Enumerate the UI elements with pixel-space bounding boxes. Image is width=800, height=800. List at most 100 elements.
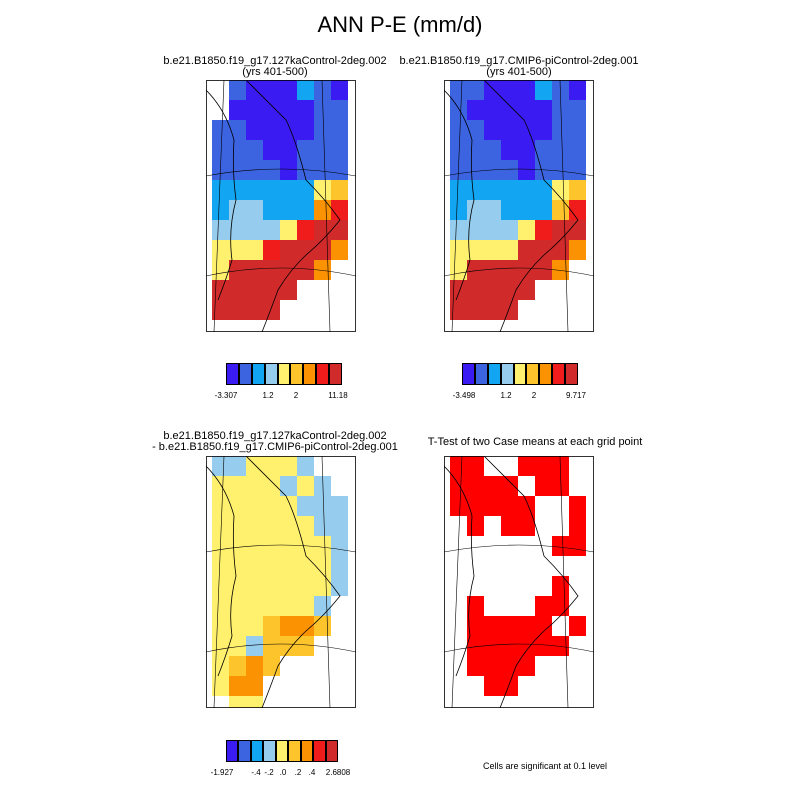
grid-cell bbox=[535, 80, 552, 100]
grid-cell bbox=[229, 180, 246, 200]
grid-cell bbox=[535, 120, 552, 140]
colorbar-swatch bbox=[316, 363, 330, 385]
grid-cell bbox=[314, 160, 331, 180]
grid-cell bbox=[263, 536, 280, 556]
grid-cell bbox=[467, 160, 484, 180]
colorbar-swatch bbox=[263, 740, 276, 762]
grid-cell bbox=[331, 80, 348, 100]
grid-cell bbox=[229, 556, 246, 576]
panel2-title: b.e21.B1850.f19_g17.CMIP6-piControl-2deg… bbox=[384, 56, 654, 78]
grid-cell bbox=[229, 616, 246, 636]
grid-cell bbox=[246, 120, 263, 140]
grid-cell bbox=[314, 476, 331, 496]
grid-cell bbox=[229, 240, 246, 260]
grid-cell bbox=[331, 160, 348, 180]
cb1-label-a: 1.2 bbox=[262, 391, 274, 400]
grid-cell bbox=[229, 696, 246, 708]
colorbar-swatch bbox=[250, 740, 264, 762]
significant-cell bbox=[467, 636, 484, 656]
grid-cell bbox=[263, 596, 280, 616]
grid-cell bbox=[331, 536, 348, 556]
cb2-label-a: 1.2 bbox=[500, 391, 512, 400]
grid-cell bbox=[569, 200, 586, 220]
grid-cell bbox=[246, 260, 263, 280]
map-frame bbox=[206, 456, 356, 708]
grid-cell bbox=[331, 240, 348, 260]
grid-cell bbox=[246, 476, 263, 496]
panel2-colorbar-labels: -3.498 1.2 2 9.717 bbox=[444, 391, 604, 403]
grid-cell bbox=[535, 240, 552, 260]
grid-cell bbox=[212, 220, 229, 240]
cb3-label-5: .4 bbox=[308, 768, 316, 777]
grid-cell bbox=[280, 536, 297, 556]
grid-cell bbox=[331, 220, 348, 240]
grid-cell bbox=[501, 200, 518, 220]
grid-cell bbox=[263, 80, 280, 100]
grid-cell bbox=[212, 140, 229, 160]
grid-cell bbox=[501, 120, 518, 140]
grid-cell bbox=[331, 576, 348, 596]
page-title: ANN P-E (mm/d) bbox=[317, 12, 483, 37]
significant-cell bbox=[484, 496, 501, 516]
grid-cell bbox=[484, 300, 501, 320]
grid-cell bbox=[246, 696, 263, 708]
cb1-label-max: 11.18 bbox=[328, 391, 348, 400]
grid-cell bbox=[467, 80, 484, 100]
grid-cell bbox=[314, 556, 331, 576]
grid-cell bbox=[552, 200, 569, 220]
grid-cell bbox=[280, 456, 297, 476]
grid-cell bbox=[467, 120, 484, 140]
panel2-colorbar bbox=[462, 363, 578, 385]
significant-cell bbox=[467, 516, 484, 536]
significant-cell bbox=[552, 536, 569, 556]
colorbar-swatch bbox=[238, 363, 252, 385]
significant-cell bbox=[501, 676, 518, 696]
graticule-lines bbox=[444, 80, 594, 332]
panel3-title: b.e21.B1850.f19_g17.127kaControl-2deg.00… bbox=[140, 431, 410, 453]
grid-cell bbox=[263, 140, 280, 160]
panel1-map bbox=[206, 80, 356, 332]
colorbar-swatch bbox=[275, 740, 289, 762]
grid-cell bbox=[297, 476, 314, 496]
significant-cell bbox=[484, 616, 501, 636]
grid-cell bbox=[246, 516, 263, 536]
grid-cell bbox=[552, 160, 569, 180]
grid-cell bbox=[280, 476, 297, 496]
grid-cell bbox=[229, 280, 246, 300]
grid-cell bbox=[280, 120, 297, 140]
grid-cell bbox=[484, 140, 501, 160]
grid-cell bbox=[246, 576, 263, 596]
grid-cell bbox=[314, 496, 331, 516]
significant-cell bbox=[501, 476, 518, 496]
grid-cell bbox=[450, 140, 467, 160]
grid-cell bbox=[331, 140, 348, 160]
grid-cell bbox=[263, 516, 280, 536]
map-frame bbox=[206, 80, 356, 332]
significant-cell bbox=[569, 616, 586, 636]
significant-cell bbox=[467, 656, 484, 676]
cb3-label-4: .2 bbox=[294, 768, 302, 777]
grid-cell bbox=[467, 260, 484, 280]
grid-cell bbox=[246, 180, 263, 200]
grid-cell bbox=[450, 300, 467, 320]
grid-cell bbox=[263, 120, 280, 140]
grid-cell bbox=[229, 576, 246, 596]
significant-cell bbox=[484, 656, 501, 676]
grid-cell bbox=[212, 676, 229, 696]
grid-cell bbox=[229, 596, 246, 616]
grid-cell bbox=[246, 456, 263, 476]
grid-cell bbox=[552, 140, 569, 160]
grid-cell bbox=[569, 240, 586, 260]
grid-cell bbox=[212, 456, 229, 476]
cb3-label-3: .0 bbox=[279, 768, 287, 777]
cb3-label-0: -1.927 bbox=[210, 768, 234, 777]
grid-cell bbox=[229, 200, 246, 220]
grid-cell bbox=[263, 616, 280, 636]
cb2-label-b: 2 bbox=[531, 391, 537, 400]
grid-cell bbox=[280, 576, 297, 596]
grid-cell bbox=[246, 280, 263, 300]
significant-cell bbox=[518, 616, 535, 636]
grid-cell bbox=[212, 240, 229, 260]
significant-cell bbox=[450, 456, 467, 476]
grid-cell bbox=[484, 80, 501, 100]
